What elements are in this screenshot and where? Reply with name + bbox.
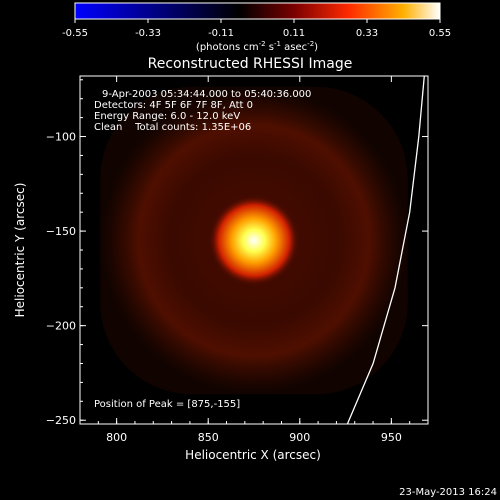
colorbar-tick-label: 0.33 [356, 28, 378, 39]
colorbar [74, 2, 441, 20]
annotation-time-range: 9-Apr-2003 05:34:44.000 to 05:40:36.000 [102, 89, 311, 100]
colorbar-label-part: asec [281, 42, 307, 53]
colorbar-tick-label: -0.55 [62, 28, 88, 39]
annotation-detectors: Detectors: 4F 5F 6F 7F 8F, Att 0 [94, 100, 253, 111]
x-axis-label: Heliocentric X (arcsec) [185, 448, 321, 462]
colorbar-tick-label: 0.11 [283, 28, 305, 39]
y-tick-label: −200 [46, 320, 76, 333]
x-tick-label: 950 [381, 431, 402, 444]
colorbar-tick-label: -0.33 [135, 28, 161, 39]
emission-core [209, 196, 299, 285]
colorbar-ticks: -0.55 -0.33 -0.11 0.11 0.33 0.55 [62, 19, 451, 39]
colorbar-label-part: s [266, 42, 274, 53]
colorbar-label-sup: -1 [274, 40, 281, 48]
chart-title: Reconstructed RHESSI Image [148, 56, 353, 72]
x-axis: 800 850 900 950 [79, 76, 429, 444]
y-axis: −100 −150 −200 −250 [46, 79, 428, 427]
y-tick-label: −100 [46, 131, 76, 144]
colorbar-tick-label: -0.11 [208, 28, 234, 39]
peak-position-label: Position of Peak = [875,-155] [94, 399, 240, 410]
footer-date: 23-May-2013 16:24 [399, 487, 497, 498]
colorbar-label-part: ) [314, 42, 318, 53]
x-tick-label: 850 [198, 431, 219, 444]
solar-limb-curve [346, 76, 425, 424]
colorbar-label-sup: -2 [307, 40, 314, 48]
x-tick-label: 800 [106, 431, 127, 444]
colorbar-tick-label: 0.55 [429, 28, 451, 39]
x-tick-label: 900 [289, 431, 310, 444]
y-tick-label: −150 [46, 225, 76, 238]
plot-area [80, 76, 428, 424]
colorbar-label: (photons cm-2 s-1 asec-2) [196, 40, 318, 53]
annotation-energy: Energy Range: 6.0 - 12.0 keV [94, 111, 240, 122]
annotation-counts: Clean Total counts: 1.35E+06 [94, 122, 251, 133]
y-tick-label: −250 [46, 414, 76, 427]
y-axis-label: Heliocentric Y (arcsec) [13, 183, 27, 318]
colorbar-label-part: (photons cm [196, 42, 259, 53]
colorbar-label-sup: -2 [259, 40, 266, 48]
